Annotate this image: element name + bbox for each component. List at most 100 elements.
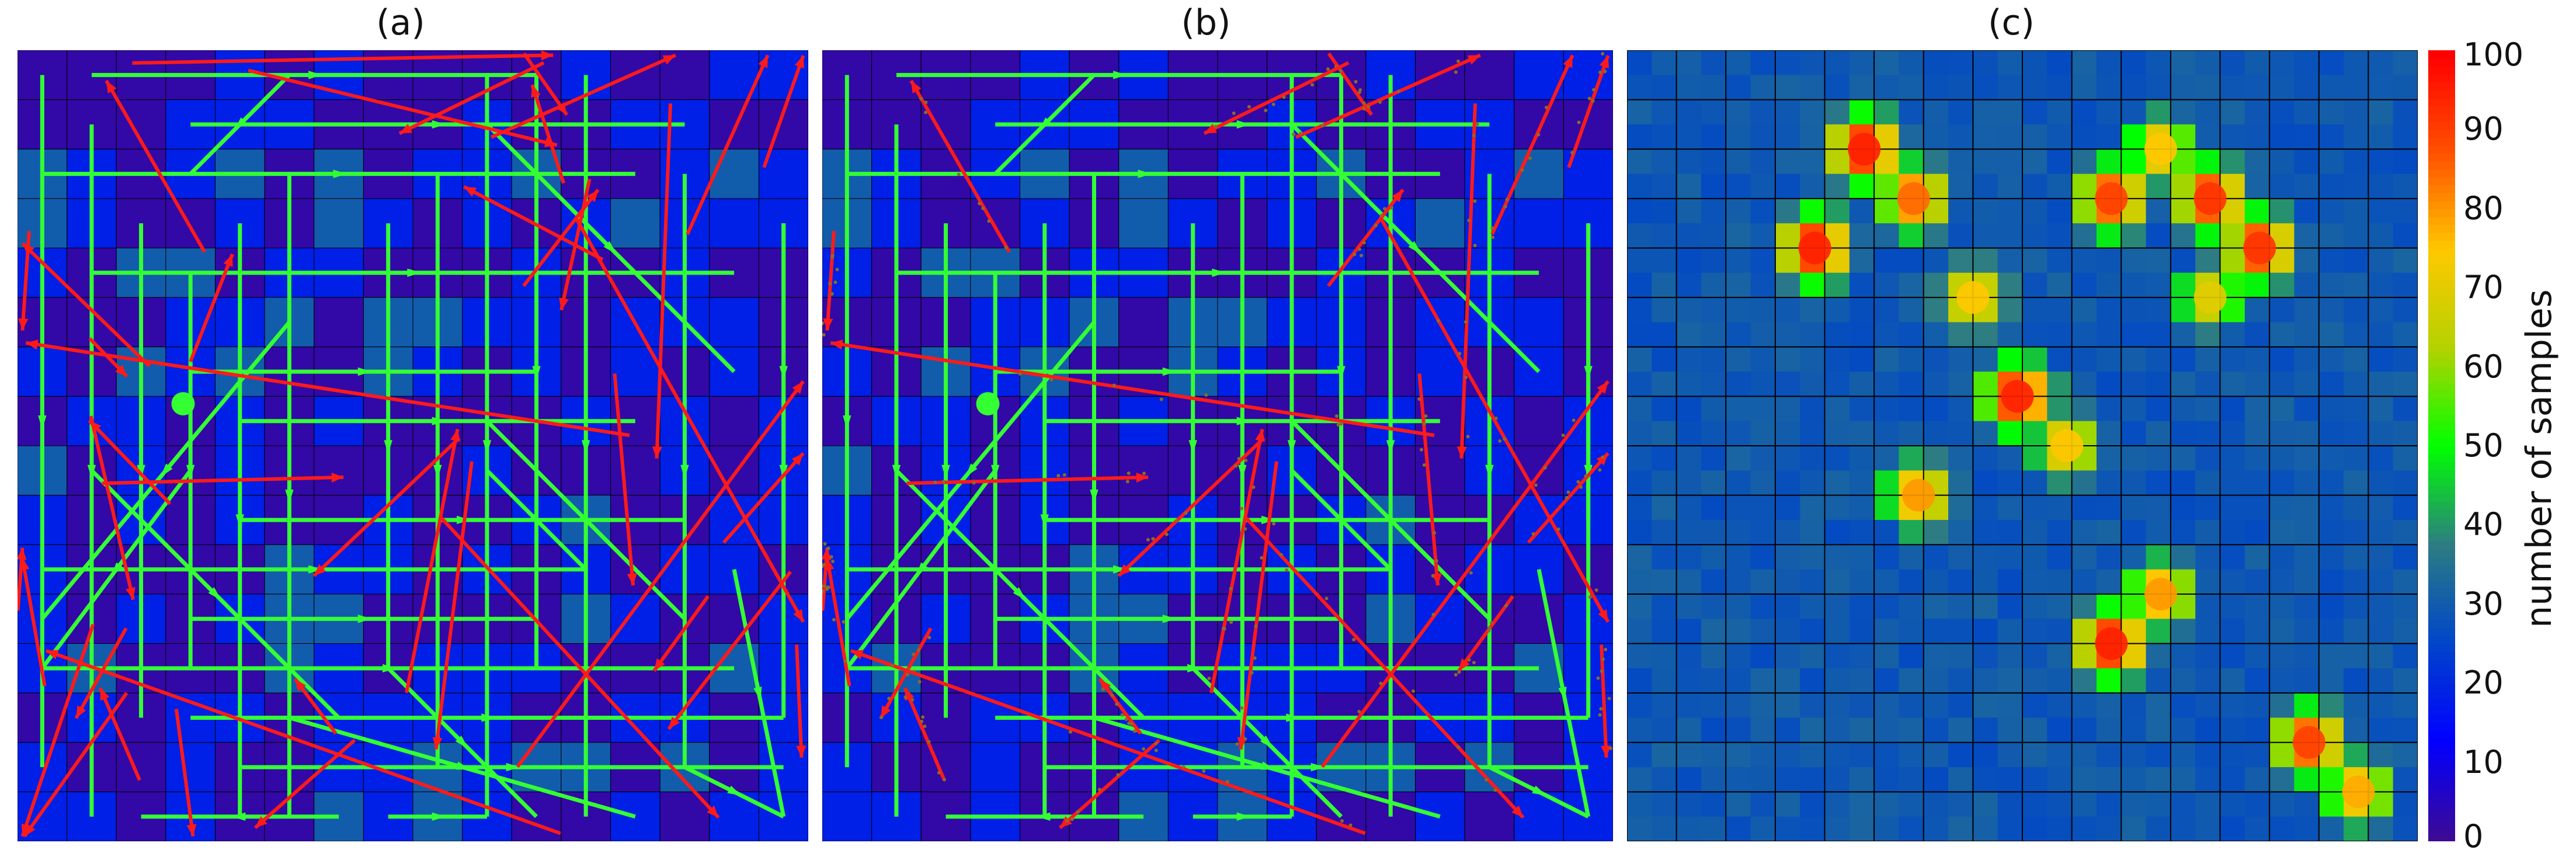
heat-cell	[1800, 50, 1825, 75]
heat-cell	[1676, 619, 1702, 644]
heat-cell	[1800, 569, 1825, 595]
heat-cell	[1750, 75, 1776, 100]
colorbar-step	[2428, 50, 2455, 59]
heat-cell	[1824, 717, 1850, 743]
red-jump	[559, 178, 592, 311]
heat-cell	[1923, 668, 1949, 693]
heat-cell	[2146, 545, 2171, 570]
heat-cell	[2393, 495, 2418, 521]
heat-cell	[2393, 767, 2418, 792]
sample-dot	[1584, 474, 1588, 478]
heat-cell	[1849, 717, 1875, 743]
sample-dot	[1565, 495, 1569, 500]
heat-cell	[2368, 50, 2394, 75]
heat-cell	[1652, 223, 1677, 248]
sample-dot	[1097, 788, 1101, 792]
heat-cell	[2220, 619, 2245, 644]
jump-arrowhead	[1601, 745, 1611, 758]
heat-cell	[2269, 569, 2295, 595]
heat-cell	[1948, 75, 1973, 100]
heat-cell	[1676, 668, 1702, 693]
sample-dot	[1556, 527, 1560, 531]
heat-cell	[1849, 50, 1875, 75]
sample-dot	[1142, 747, 1146, 751]
heat-cell	[1652, 816, 1677, 841]
heat-cell	[1676, 50, 1702, 75]
heat-cell	[1849, 322, 1875, 348]
heat-cell	[1997, 693, 2023, 718]
heat-cell	[1726, 174, 1751, 199]
heat-cell	[1652, 149, 1677, 175]
cell	[1118, 297, 1169, 348]
heat-cell	[1800, 594, 1825, 619]
heat-cell	[1948, 198, 1973, 224]
panel-c-sample-heatmap	[1627, 50, 2418, 841]
heat-cell	[2047, 495, 2073, 521]
heat-cell	[1849, 619, 1875, 644]
heat-cell	[1973, 421, 1998, 446]
colorbar-tick-label: 100	[2463, 36, 2524, 73]
heat-cell	[2071, 198, 2097, 224]
sample-dot	[1146, 538, 1150, 542]
heat-cell	[2195, 75, 2220, 100]
heat-cell	[2121, 124, 2147, 150]
sample-dot	[1127, 471, 1131, 475]
sample-dot	[1282, 95, 1286, 99]
heat-cell	[2318, 693, 2344, 718]
red-jump	[20, 557, 47, 686]
heat-cell	[2022, 545, 2047, 570]
heat-cell	[1874, 619, 1899, 644]
heat-cell	[2047, 248, 2073, 273]
heat-cell	[2146, 322, 2171, 348]
colorbar-step	[2428, 342, 2455, 352]
sample-dot	[1362, 241, 1367, 245]
sample-dot	[1049, 377, 1054, 382]
heat-cell	[1849, 396, 1875, 422]
colorbar-step	[2428, 169, 2455, 178]
path-arrowhead	[1532, 785, 1546, 796]
sample-dot	[1159, 397, 1163, 401]
sample-dot	[1260, 556, 1264, 560]
cell	[314, 198, 364, 248]
heat-cell	[1997, 545, 2023, 570]
heat-cell	[2146, 421, 2171, 446]
heat-cell	[1874, 668, 1899, 693]
heat-cell	[2318, 495, 2344, 521]
heat-cell	[2047, 174, 2073, 199]
cell	[1118, 198, 1169, 248]
heat-cell	[2170, 619, 2196, 644]
heat-cell	[1923, 223, 1949, 248]
heat-cell	[1750, 668, 1776, 693]
heat-cell	[1824, 198, 1850, 224]
heat-cell	[2244, 149, 2270, 175]
heat-cell	[2071, 297, 2097, 322]
heat-cell	[1800, 75, 1825, 100]
sample-dot	[879, 716, 884, 720]
heat-cell	[1997, 569, 2023, 595]
heat-cell	[1923, 446, 1949, 471]
heat-cell	[1973, 767, 1998, 792]
sample-dot	[1127, 721, 1131, 725]
red-jump	[463, 185, 604, 261]
heat-cell	[1874, 272, 1899, 298]
path-arrowhead	[432, 812, 446, 821]
sample-dot	[1250, 671, 1254, 675]
heat-cell	[1899, 396, 1924, 422]
heat-cell	[2121, 272, 2147, 298]
heat-cell	[1849, 569, 1875, 595]
sample-dot	[1352, 637, 1356, 641]
heat-cell	[2393, 792, 2418, 817]
jump-arrowhead	[1392, 189, 1403, 203]
heat-cell	[2195, 223, 2220, 248]
heat-cell	[2368, 346, 2394, 372]
heat-cell	[2047, 396, 2073, 422]
heat-cell	[2269, 174, 2295, 199]
start-point	[171, 392, 195, 416]
heat-cell	[2269, 767, 2295, 792]
heat-cell	[1750, 99, 1776, 125]
colorbar-step	[2428, 335, 2455, 344]
heat-cell	[2244, 99, 2270, 125]
heat-cell	[2244, 693, 2270, 718]
heat-cell	[1973, 742, 1998, 768]
path-arrowhead	[1287, 440, 1296, 454]
